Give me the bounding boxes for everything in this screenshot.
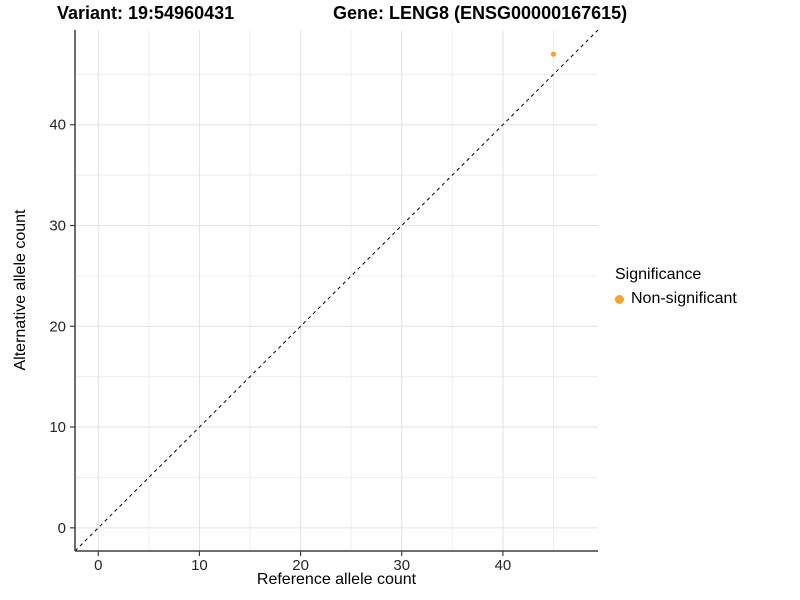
y-tick-label: 40: [49, 117, 66, 134]
legend: Significance Non-significant: [615, 266, 737, 308]
y-tick-label: 30: [49, 218, 66, 235]
y-tick-label: 20: [49, 318, 66, 335]
x-tick-label: 20: [292, 557, 309, 574]
legend-item: Non-significant: [615, 290, 737, 308]
legend-title: Significance: [615, 266, 702, 283]
y-tick-label: 0: [58, 520, 66, 537]
data-point: [550, 51, 557, 57]
identity-line: [74, 29, 599, 552]
y-axis-label: Alternative allele count: [12, 209, 29, 371]
x-axis-label: Reference allele count: [256, 571, 417, 588]
legend-item-label: Non-significant: [631, 290, 737, 307]
x-tick-label: 30: [393, 557, 410, 574]
y-tick-label: 10: [49, 419, 66, 436]
legend-swatch-circle-icon: [615, 294, 624, 304]
variant-title: Variant: 19:54960431: [57, 3, 235, 23]
gene-title: Gene: LENG8 (ENSG00000167615): [333, 3, 628, 23]
x-tick-label: 40: [495, 557, 512, 574]
x-tick-label: 0: [94, 557, 102, 574]
x-tick-label: 10: [191, 557, 208, 574]
